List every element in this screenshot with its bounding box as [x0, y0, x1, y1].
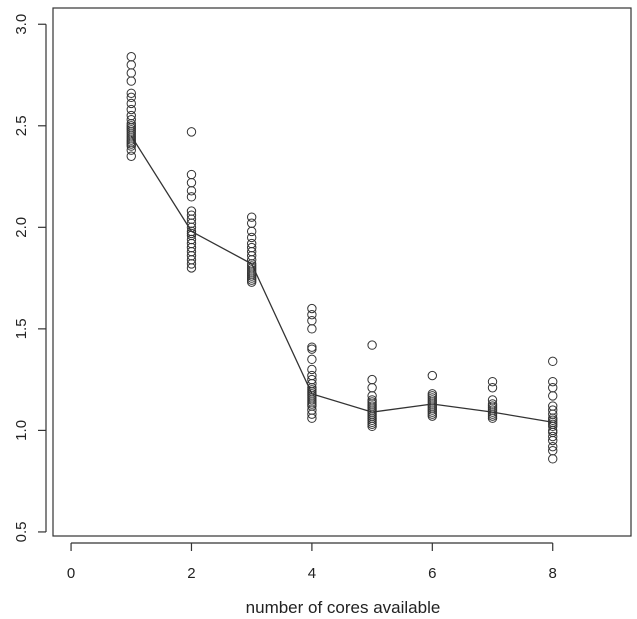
- data-point: [367, 340, 377, 350]
- data-point: [367, 421, 377, 432]
- y-tick-label: 0.5: [13, 522, 30, 543]
- data-point: [487, 383, 498, 393]
- x-axis: 0 2 4 6 8: [67, 542, 557, 582]
- data-point: [307, 324, 317, 334]
- data-point: [126, 145, 136, 155]
- data-point: [307, 364, 317, 375]
- data-point: [307, 309, 317, 320]
- x-tick-label: 4: [308, 565, 316, 582]
- x-axis-title: number of cores available: [246, 598, 441, 617]
- data-point: [126, 104, 136, 115]
- data-point: [548, 376, 558, 387]
- data-point: [126, 88, 136, 98]
- mean-line: [130, 135, 553, 423]
- x-tick-label: 8: [549, 565, 557, 582]
- data-point: [307, 409, 317, 419]
- data-point: [548, 356, 558, 367]
- data-point: [307, 344, 317, 354]
- y-tick-label: 1.0: [13, 420, 30, 441]
- y-tick-label: 3.0: [13, 14, 30, 35]
- data-point: [186, 259, 197, 269]
- mean-line-layer: [130, 135, 553, 423]
- y-tick-label: 2.5: [13, 115, 30, 136]
- data-point: [307, 413, 317, 423]
- data-point: [246, 226, 257, 237]
- data-point: [126, 151, 136, 161]
- x-tick-label: 6: [428, 565, 436, 582]
- data-point: [548, 421, 558, 432]
- data-point: [186, 263, 197, 273]
- y-tick-label: 2.0: [13, 217, 30, 238]
- data-point: [126, 92, 136, 103]
- data-point: [427, 370, 438, 381]
- data-point: [126, 98, 136, 109]
- data-point: [186, 186, 197, 196]
- data-point: [126, 76, 136, 86]
- data-point: [307, 354, 317, 365]
- data-point: [246, 212, 257, 222]
- data-point: [427, 411, 438, 421]
- data-point: [246, 277, 257, 287]
- y-axis: 0.5 1.0 1.5 2.0 2.5 3.0: [13, 14, 47, 543]
- data-point: [548, 391, 558, 401]
- plot-frame: [52, 7, 632, 537]
- data-point: [186, 192, 197, 202]
- data-point: [487, 413, 498, 423]
- y-tick-label: 1.5: [13, 318, 30, 339]
- x-tick-label: 0: [67, 565, 75, 582]
- x-tick-label: 2: [187, 565, 195, 582]
- data-point: [246, 232, 257, 243]
- data-point: [548, 431, 558, 442]
- data-point: [548, 454, 558, 464]
- data-points-layer: [126, 52, 558, 464]
- data-point: [548, 435, 558, 446]
- data-point: [487, 376, 498, 387]
- data-point: [186, 127, 197, 137]
- data-point: [548, 441, 558, 452]
- data-point: [307, 303, 317, 314]
- data-point: [126, 141, 136, 151]
